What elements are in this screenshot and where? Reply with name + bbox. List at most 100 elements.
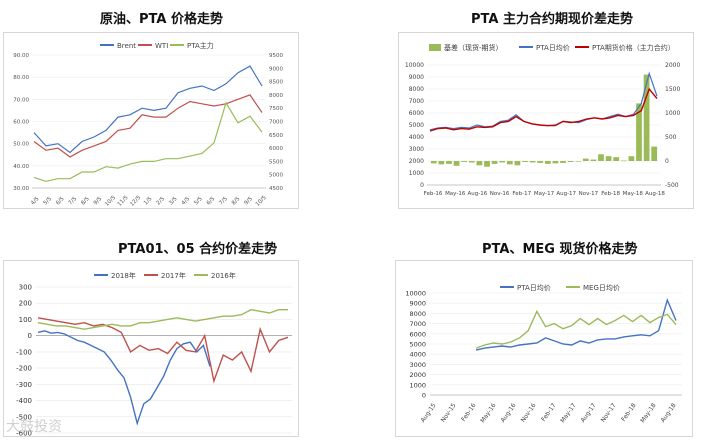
chart3-y-tick: 300: [19, 284, 32, 292]
chart3-y-tick: -100: [16, 348, 32, 356]
chart2-y-tick: 5000: [409, 122, 424, 129]
chart1-y-tick: 30.00: [13, 186, 29, 192]
chart2-basis-bar: [582, 158, 589, 161]
chart2-x-tick: Feb-18: [601, 191, 620, 197]
chart4-series-line-1: [475, 309, 677, 349]
chart2-basis-bar: [461, 161, 468, 162]
chart3-y-tick: -300: [16, 381, 32, 389]
chart2-basis-bar: [613, 157, 620, 161]
chart2-basis-bar: [529, 161, 536, 163]
chart2-basis-bar: [438, 161, 445, 165]
chart2-y-tick: 0: [420, 182, 424, 189]
chart2-x-tick: Aug-17: [556, 191, 576, 197]
chart1-series-line-2: [33, 101, 263, 182]
chart2-basis-bar: [476, 161, 483, 166]
chart1-x-tick: 11/5: [117, 194, 130, 207]
chart1-x-tick: 9/5: [243, 196, 254, 207]
chart2-x-tick: Nov-17: [579, 191, 599, 197]
chart4-x-tick: May-17: [559, 402, 578, 424]
chart2-basis-bar: [552, 161, 559, 164]
chart2-y2-tick: 1500: [665, 86, 680, 93]
chart1-y-tick: 70.00: [13, 97, 29, 103]
chart1-legend-pta-label: PTA主力: [187, 41, 214, 50]
chart2-y-tick: 6000: [409, 110, 424, 117]
chart2-basis-bar: [499, 161, 506, 163]
chart1-legend-brent-label: Brent: [117, 42, 136, 50]
chart2-x-tick: May-17: [534, 191, 555, 197]
chart3-series-line-0: [37, 330, 211, 426]
chart4-y-tick: 10000: [405, 290, 426, 298]
chart4-y-tick: 7000: [409, 320, 426, 328]
chart2-basis-bar: [567, 161, 574, 162]
chart2-basis-bar: [453, 161, 460, 166]
chart1-y2-tick: 9000: [269, 66, 283, 72]
chart2-x-tick: Feb-16: [424, 191, 443, 197]
chart1-x-tick: 8/5: [231, 196, 242, 207]
chart4-x-tick: Nov-16: [520, 402, 538, 424]
chart2-x-tick: May-18: [623, 191, 644, 197]
chart2-y-tick: 1000: [409, 170, 424, 177]
chart4-series-line-0: [475, 298, 677, 351]
chart1-y2-tick: 4500: [269, 186, 283, 192]
chart2-y-tick: 8000: [409, 86, 424, 93]
chart2-basis-bar: [636, 103, 642, 161]
chart1-x-tick: 12/5: [129, 194, 142, 207]
chart4-x-tick: Aug-17: [580, 402, 598, 424]
chart2-basis-bar: [446, 161, 452, 164]
chart4-y-tick: 2000: [409, 371, 426, 379]
chart1-x-tick: 7/5: [68, 196, 79, 207]
chart1-y2-tick: 9500: [269, 53, 283, 59]
chart2-y2-tick: 500: [665, 134, 677, 141]
chart1-y-tick: 80.00: [13, 75, 29, 81]
chart1-heading: 原油、PTA 价格走势: [100, 12, 223, 27]
chart2-y2-tick: 2000: [665, 62, 680, 69]
chart4-y-tick: 1000: [409, 381, 426, 389]
chart4-y-tick: 0: [422, 392, 426, 400]
chart3-svg: 300 200 100 0 -100 -200 -300 -400 -500 -600 2018年 2…: [16, 271, 292, 436]
chart3-series-line-2: [37, 308, 288, 330]
chart1-y-tick: 60.00: [13, 120, 29, 126]
chart2-basis-bar: [522, 161, 528, 162]
chart4-y-tick: 3000: [409, 361, 426, 369]
chart2-basis-bar: [544, 161, 551, 164]
chart1-y-tick: 50.00: [13, 142, 29, 148]
chart4-x-tick: May-16: [479, 402, 498, 424]
chart2-basis-bar: [491, 161, 498, 164]
chart2-basis-bar: [484, 161, 490, 167]
chart1-y2-tick: 7500: [269, 106, 283, 112]
chart4-x-tick: Aug-15: [420, 402, 438, 424]
chart3-y-tick: -500: [16, 413, 32, 421]
chart2-panel: 0 1000 2000 3000 4000 5000 6000 7000 8000 9000 100…: [398, 32, 694, 209]
chart4-y-tick: 9000: [409, 300, 426, 308]
chart2-basis-bar: [575, 161, 582, 162]
chart1-panel: 30.00 40.00 50.00 60.00 70.00 80.00 90.00 4500 5…: [3, 32, 299, 209]
chart1-x-tick: 7/5: [218, 196, 229, 207]
chart1-series-line-0: [33, 65, 263, 154]
chart2-y-tick: 3000: [409, 146, 424, 153]
chart1-svg: 30.00 40.00 50.00 60.00 70.00 80.00 90.00 4500 5…: [13, 41, 283, 208]
chart2-basis-bar: [628, 156, 635, 161]
chart4-panel: 0 1000 2000 3000 4000 5000 6000 7000 8000 9000 100…: [395, 260, 693, 437]
chart4-heading: PTA、MEG 现货价格走势: [482, 242, 638, 257]
chart1-legend-wti-label: WTI: [155, 42, 168, 50]
chart1-x-tick: 2/5: [156, 196, 167, 207]
chart4-y-tick: 8000: [409, 310, 426, 318]
chart1-x-tick: 6/5: [206, 196, 217, 207]
chart2-legend-basis-label: 基差（现货-期货）: [444, 43, 503, 52]
chart3-y-tick: 100: [19, 316, 32, 324]
chart2-x-tick: Aug-18: [645, 191, 665, 197]
chart2-legend-pta-avg-label: PTA日均价: [536, 43, 570, 52]
chart2-x-tick: Feb-17: [512, 191, 531, 197]
chart2-series-line-1: [429, 71, 658, 131]
chart3-y-tick: -200: [16, 365, 32, 373]
chart2-y-tick: 10000: [405, 62, 424, 69]
chart2-basis-bar: [537, 161, 544, 163]
chart4-y-tick: 6000: [409, 330, 426, 338]
chart4-x-tick: Feb-17: [540, 402, 558, 423]
chart1-x-tick: 5/5: [193, 196, 204, 207]
chart1-y-tick: 40.00: [13, 164, 29, 170]
chart1-x-tick: 4/5: [181, 196, 192, 207]
chart2-basis-bar: [605, 156, 612, 161]
chart2-basis-bar: [514, 161, 521, 166]
chart4-x-tick: Feb-18: [620, 402, 638, 423]
